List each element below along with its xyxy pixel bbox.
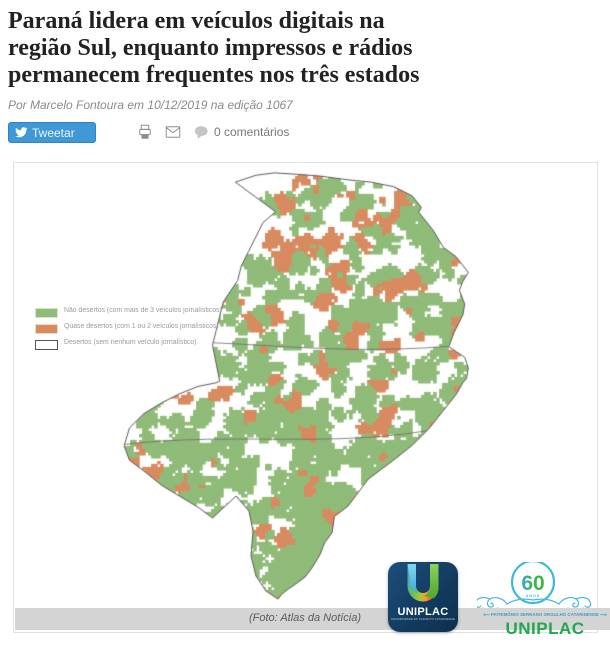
svg-text:60: 60 xyxy=(521,572,544,595)
svg-text:ANOS: ANOS xyxy=(526,594,540,598)
